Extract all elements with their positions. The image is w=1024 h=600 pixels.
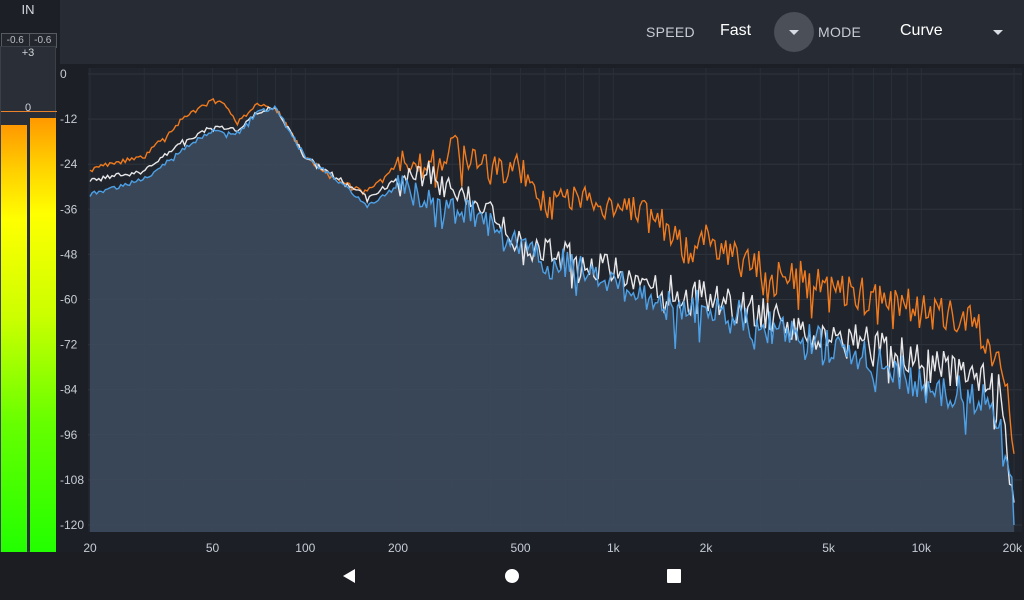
spectrum-line-1: [89, 106, 1015, 503]
y-axis-labels: 0 -12 -24 -36 -48 -60 -72 -84 -96 -108 -120: [60, 67, 84, 532]
speed-value[interactable]: Fast: [720, 22, 752, 39]
y-tick-label: -72: [60, 338, 78, 352]
peak-left-readout: -0.6: [2, 34, 30, 47]
x-tick-label: 20k: [1003, 541, 1023, 552]
chevron-down-icon: [993, 30, 1003, 35]
y-tick-label: -12: [60, 112, 78, 126]
system-nav-bar: [0, 552, 1024, 600]
top-toolbar: SPEED Fast MODE Curve: [60, 0, 1024, 64]
input-level-meter: IN -0.6 -0.6 +3 0: [0, 0, 60, 553]
spectrum-line-2: [89, 104, 1015, 526]
x-tick-label: 50: [206, 541, 220, 552]
spectrum-line-0: [89, 97, 1015, 454]
meter-tick-zero: 0: [24, 102, 32, 114]
speed-dropdown-button[interactable]: [774, 12, 814, 52]
meter-title: IN: [21, 2, 35, 17]
mode-value[interactable]: Curve: [900, 22, 943, 39]
y-tick-label: -36: [60, 202, 78, 216]
spectrum-plot[interactable]: 0 -12 -24 -36 -48 -60 -72 -84 -96 -108 -120 20 50 10…: [0, 64, 1024, 552]
home-circle-icon[interactable]: [500, 564, 524, 588]
peak-right-readout: -0.6: [34, 35, 52, 46]
x-tick-label: 20: [83, 541, 97, 552]
x-tick-label: 500: [511, 541, 531, 552]
x-tick-label: 10k: [912, 541, 932, 552]
mode-dropdown-button[interactable]: [988, 24, 1008, 40]
x-tick-label: 2k: [700, 541, 714, 552]
y-tick-label: -108: [60, 473, 84, 487]
meter-bar-right: [30, 118, 56, 553]
spectrum-fill: [90, 106, 1014, 532]
y-tick-label: -96: [60, 428, 78, 442]
back-triangle-icon[interactable]: [337, 564, 361, 588]
mode-label: MODE: [818, 24, 862, 40]
meter-bars: +3 0: [0, 46, 57, 553]
y-tick-label: -60: [60, 293, 78, 307]
y-tick-label: -84: [60, 383, 78, 397]
chevron-down-icon: [789, 30, 799, 35]
y-tick-label: -48: [60, 247, 78, 261]
x-tick-label: 100: [295, 541, 315, 552]
y-tick-label: -120: [60, 518, 84, 532]
meter-zero-line: [1, 111, 57, 112]
recents-square-icon[interactable]: [662, 564, 686, 588]
x-axis-labels: 20 50 100 200 500 1k 2k 5k 10k 20k: [83, 541, 1023, 552]
speed-label: SPEED: [646, 24, 695, 40]
meter-bar-left: [1, 125, 27, 553]
x-tick-label: 200: [388, 541, 408, 552]
y-tick-label: -24: [60, 157, 78, 171]
y-tick-label: 0: [60, 67, 67, 81]
meter-tick-plus3: +3: [21, 47, 35, 59]
x-tick-label: 1k: [607, 541, 621, 552]
x-tick-label: 5k: [822, 541, 836, 552]
spectrum-series: [89, 97, 1015, 532]
